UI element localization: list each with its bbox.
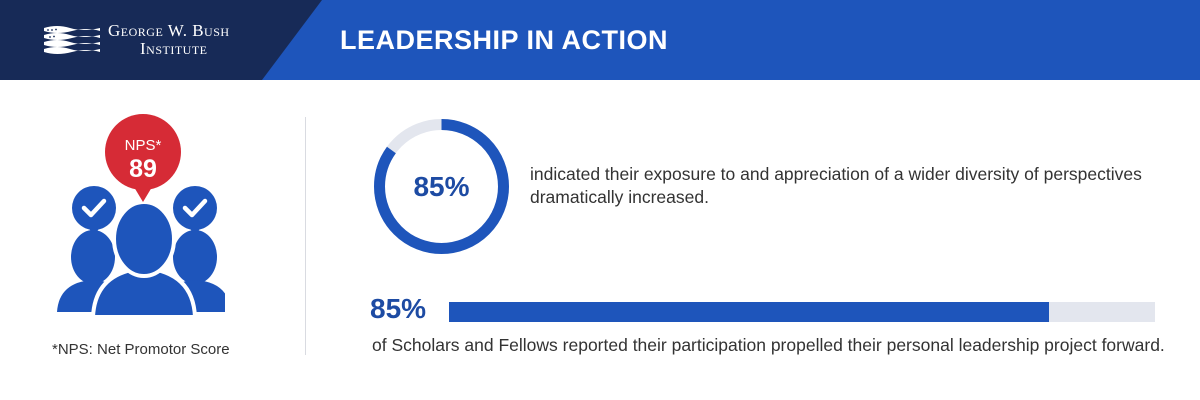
nps-illustration: NPS* 89: [57, 114, 225, 317]
institute-name-line-1: George W. Bush: [108, 21, 230, 40]
institute-name-line-2: Institute: [140, 39, 208, 58]
progress-ring-fill: [374, 119, 509, 254]
bar-percent-value: 85%: [370, 293, 427, 324]
left-check-bubble-icon: [72, 186, 116, 236]
institute-logo[interactable]: George W. Bush Institute: [42, 20, 230, 60]
institute-name: George W. Bush Institute: [108, 22, 230, 58]
page-title: LEADERSHIP IN ACTION: [340, 25, 669, 55]
bar-stat-description: of Scholars and Fellows reported their p…: [372, 335, 1165, 355]
flag-icon: [44, 26, 100, 54]
ring-percent-value: 85%: [413, 170, 470, 202]
nps-score-bubble: NPS* 89: [105, 114, 181, 202]
section-divider: [305, 117, 306, 355]
ring-stat-description: indicated their exposure to and apprecia…: [530, 164, 1142, 207]
right-check-bubble-icon: [173, 186, 217, 236]
nps-label: NPS*: [125, 137, 162, 154]
nps-score: 89: [129, 155, 157, 183]
header-navy-panel: [0, 0, 322, 80]
progress-bar-fill: [449, 302, 1050, 322]
header-banner: George W. Bush Institute LEADERSHIP IN A…: [0, 0, 1200, 80]
center-person-icon: [90, 200, 198, 317]
nps-footnote: *NPS: Net Promotor Score: [52, 341, 230, 358]
progress-bar-track: [449, 302, 1155, 322]
progress-ring: [374, 119, 509, 254]
header-background: [0, 0, 1200, 80]
